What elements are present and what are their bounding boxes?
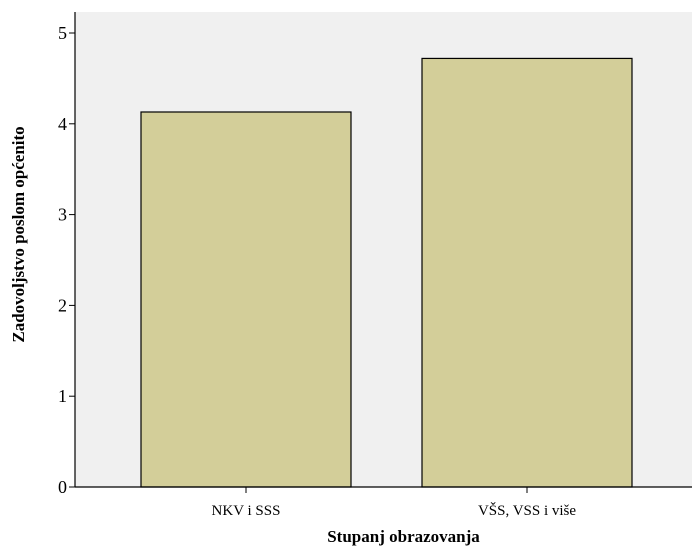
x-ticks-group: NKV i SSS VŠS, VSS i više bbox=[212, 487, 576, 519]
y-tick-label-3: 3 bbox=[58, 205, 67, 225]
bars-group bbox=[140, 57, 633, 488]
x-category-label-0: NKV i SSS bbox=[212, 503, 281, 519]
x-category-label-1: VŠS, VSS i više bbox=[478, 502, 576, 519]
y-tick-label-2: 2 bbox=[58, 295, 67, 315]
axes-group bbox=[74, 12, 692, 488]
bar-0 bbox=[140, 111, 352, 488]
y-ticks-group: 0 1 2 3 4 5 bbox=[58, 23, 75, 497]
y-tick-label-0: 0 bbox=[58, 477, 67, 497]
y-tick-label-4: 4 bbox=[58, 114, 67, 134]
bar-1 bbox=[421, 57, 633, 488]
x-axis-title: Stupanj obrazovanja bbox=[327, 527, 480, 546]
y-tick-label-5: 5 bbox=[58, 23, 67, 43]
y-axis-title: Zadovoljstvo poslom općenito bbox=[9, 126, 28, 342]
y-tick-label-1: 1 bbox=[58, 386, 67, 406]
